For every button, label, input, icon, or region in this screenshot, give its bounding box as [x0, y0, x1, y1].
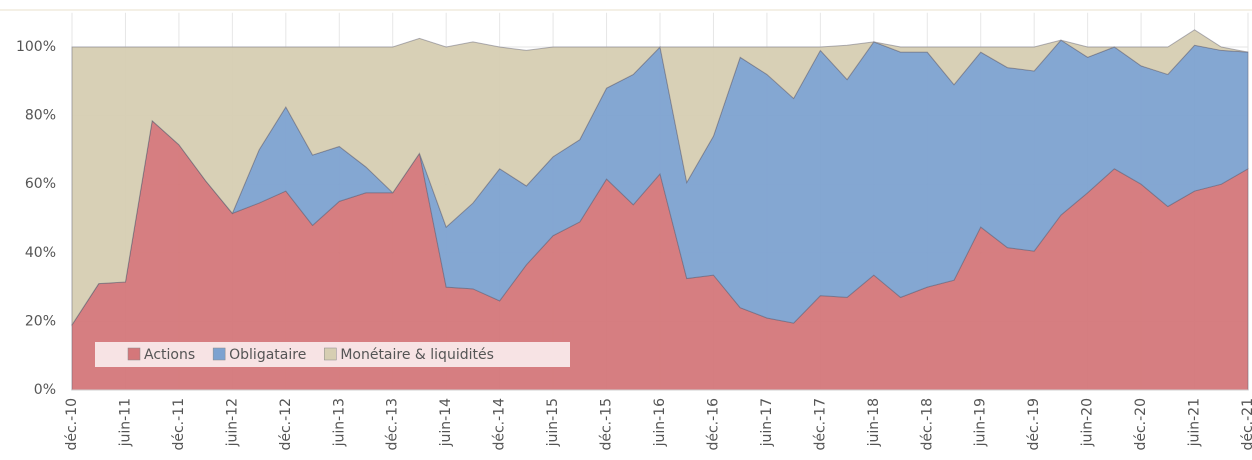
y-tick-label: 20% — [25, 313, 56, 329]
y-tick-label: 100% — [16, 39, 56, 55]
x-tick-label: déc.-18 — [919, 398, 935, 451]
x-tick-label: juin-13 — [331, 398, 347, 447]
y-tick-label: 80% — [25, 108, 56, 124]
y-tick-label: 40% — [25, 245, 56, 261]
y-tick-label: 60% — [25, 176, 56, 192]
x-tick-label: déc.-10 — [64, 398, 80, 451]
x-tick-label: juin-17 — [759, 398, 775, 447]
y-tick-label: 0% — [34, 382, 56, 398]
x-tick-label: juin-21 — [1187, 398, 1203, 447]
x-tick-label: déc.-17 — [812, 398, 828, 451]
legend-label: Actions — [144, 347, 195, 363]
x-tick-label: déc.-12 — [278, 398, 294, 451]
x-tick-label: juin-15 — [545, 398, 561, 447]
legend-swatch — [212, 347, 226, 361]
x-tick-label: déc.-20 — [1133, 398, 1149, 451]
x-tick-label: juin-14 — [438, 398, 454, 447]
x-tick-label: déc.-21 — [1240, 398, 1252, 451]
x-tick-label: déc.-15 — [599, 398, 615, 451]
area — [71, 29, 1249, 327]
x-tick-label: déc.-13 — [385, 398, 401, 451]
x-tick-label: juin-19 — [973, 398, 989, 447]
x-tick-label: déc.-16 — [705, 398, 721, 451]
legend-label: Obligataire — [229, 347, 306, 363]
x-tick-label: déc.-19 — [1026, 398, 1042, 451]
x-tick-label: juin-20 — [1080, 398, 1096, 447]
legend: Actions Obligataire Monétaire & liquidités — [95, 342, 570, 367]
x-tick-label: déc.-11 — [171, 398, 187, 451]
legend-swatch — [324, 347, 337, 361]
x-tick-label: juin-12 — [224, 398, 240, 447]
legend-swatch — [127, 347, 141, 361]
x-tick-label: juin-18 — [866, 398, 882, 447]
x-tick-label: déc.-14 — [492, 398, 508, 451]
legend-label: Monétaire & liquidités — [340, 347, 494, 363]
x-tick-label: juin-11 — [117, 398, 133, 447]
x-tick-label: juin-16 — [652, 398, 668, 447]
